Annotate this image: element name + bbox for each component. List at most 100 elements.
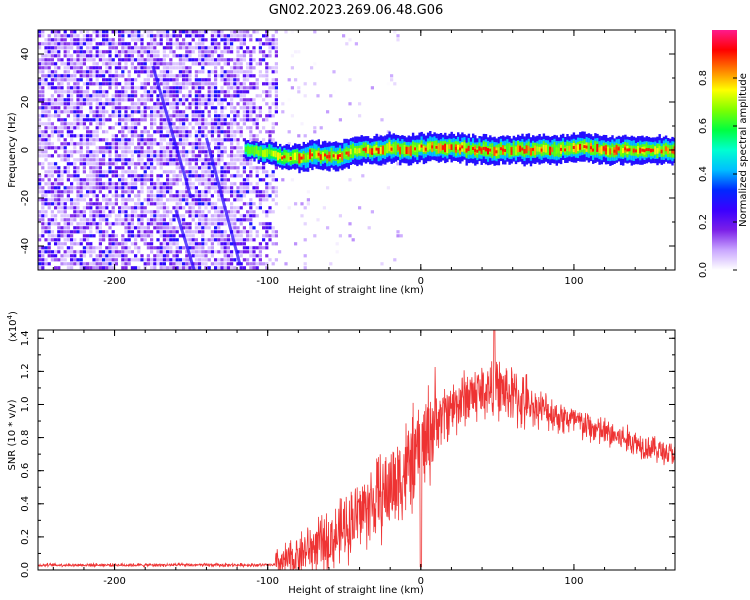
- spectrogram-cell: [82, 138, 86, 142]
- spectrogram-cell: [207, 198, 211, 202]
- spectrogram-cell: [105, 38, 109, 42]
- spectrogram-cell: [137, 150, 141, 154]
- spectrogram-cell: [124, 158, 128, 162]
- spectrogram-cell: [54, 70, 58, 74]
- carrier-peak-cell: [441, 146, 445, 150]
- spectrogram-cell: [134, 122, 138, 126]
- spectrogram-cell: [89, 46, 93, 50]
- spectrogram-cell: [242, 182, 246, 186]
- spectrogram-cell: [66, 50, 70, 54]
- spectrogram-cell: [70, 138, 74, 142]
- spectrogram-cell: [86, 174, 90, 178]
- spectrogram-cell: [159, 202, 163, 206]
- spectrogram-cell: [201, 86, 205, 90]
- spectrogram-cell: [236, 186, 240, 190]
- spectrogram-cell: [150, 62, 154, 66]
- carrier-cell: [392, 143, 395, 153]
- spectrogram-cell: [111, 182, 115, 186]
- spectrogram-cell: [76, 214, 80, 218]
- spectrogram-cell: [44, 194, 48, 198]
- spectrogram-cell: [108, 170, 112, 174]
- spectrogram-cell: [191, 214, 195, 218]
- spectrogram-cell: [242, 170, 246, 174]
- spectrogram-cell: [204, 134, 208, 138]
- spectrogram-cell: [60, 110, 64, 114]
- spectrogram-cell: [47, 34, 51, 38]
- spectrogram-cell: [82, 70, 86, 74]
- spectrogram-cell: [134, 134, 138, 138]
- spectrogram-cell: [230, 42, 234, 46]
- spectrogram-cell: [41, 146, 45, 150]
- spectrogram-cell: [198, 266, 202, 270]
- spectrogram-cell: [108, 46, 112, 50]
- spectrogram-cell: [210, 58, 214, 62]
- spectrogram-cell: [137, 50, 141, 54]
- spectrogram-cell: [63, 170, 67, 174]
- spectrogram-cell: [162, 218, 166, 222]
- spectrogram-cell: [214, 50, 218, 54]
- spectrogram-cell: [89, 58, 93, 62]
- spectrogram-cell: [175, 254, 179, 258]
- spectrogram-cell: [95, 206, 99, 210]
- spectrogram-cell: [230, 194, 234, 198]
- spectrogram-cell: [150, 118, 154, 122]
- spectrogram-cell: [134, 26, 137, 29]
- spectrogram-cell: [98, 210, 102, 214]
- carrier-cell: [671, 148, 674, 154]
- spectrogram-cell: [47, 82, 51, 86]
- spectrogram-cell: [233, 190, 237, 194]
- spectrogram-cell: [166, 90, 170, 94]
- spectrogram-cell: [102, 150, 106, 154]
- spectrogram-cell: [95, 182, 99, 186]
- spectrogram-cell: [217, 206, 221, 210]
- spectrogram-cell: [60, 86, 64, 90]
- spectrogram-cell: [143, 118, 147, 122]
- spectrogram-cell: [175, 190, 179, 194]
- carrier-cell: [394, 144, 398, 152]
- spectrogram-cell: [121, 134, 125, 138]
- spectrogram-cell: [185, 138, 189, 142]
- spectrogram-cell: [124, 242, 128, 246]
- spectrogram-cell: [393, 82, 397, 86]
- spectrogram-cell: [41, 42, 45, 46]
- spectrogram-cell: [102, 210, 106, 214]
- spectrogram-cell: [76, 58, 80, 62]
- spectrogram-cell: [249, 222, 253, 226]
- spectrogram-cell: [185, 34, 189, 38]
- spectrogram-cell: [111, 262, 115, 266]
- spectrogram-cell: [57, 146, 61, 150]
- spectrogram-cell: [239, 190, 243, 194]
- spectrogram-cell: [156, 178, 160, 182]
- spectrogram-cell: [262, 90, 266, 94]
- spectrogram-cell: [188, 30, 192, 34]
- spectrogram-cell: [134, 214, 138, 218]
- spectrogram-cell: [390, 74, 394, 78]
- carrier-cell: [493, 146, 496, 156]
- spectrogram-cell: [162, 126, 166, 130]
- spectrogram-cell: [54, 98, 58, 102]
- spectrogram-cell: [236, 46, 240, 50]
- spectrogram-cell: [220, 214, 224, 218]
- spectrogram-cell: [265, 234, 269, 238]
- spectrogram-cell: [236, 198, 240, 202]
- spectrogram-cell: [162, 150, 166, 154]
- spectrogram-cell: [54, 86, 58, 90]
- spectrogram-cell: [246, 126, 250, 130]
- spectrogram-cell: [194, 118, 198, 122]
- spectrogram-cell: [230, 58, 234, 62]
- spectrogram-cell: [79, 102, 83, 106]
- spectrogram-cell: [44, 222, 48, 226]
- spectrogram-cell: [70, 206, 74, 210]
- spectrogram-cell: [290, 178, 294, 182]
- spectrogram-cell: [185, 234, 189, 238]
- spectrogram-cell: [86, 178, 90, 182]
- spectrogram-cell: [66, 198, 70, 202]
- spectrogram-cell: [220, 246, 224, 250]
- spectrogram-cell: [44, 150, 48, 154]
- spectrogram-cell: [76, 46, 80, 50]
- spectrogram-cell: [220, 174, 224, 178]
- spectrogram-cell: [82, 230, 86, 234]
- carrier-peak-cell: [495, 150, 499, 154]
- spectrogram-cell: [47, 46, 51, 50]
- spectrogram-cell: [98, 54, 102, 58]
